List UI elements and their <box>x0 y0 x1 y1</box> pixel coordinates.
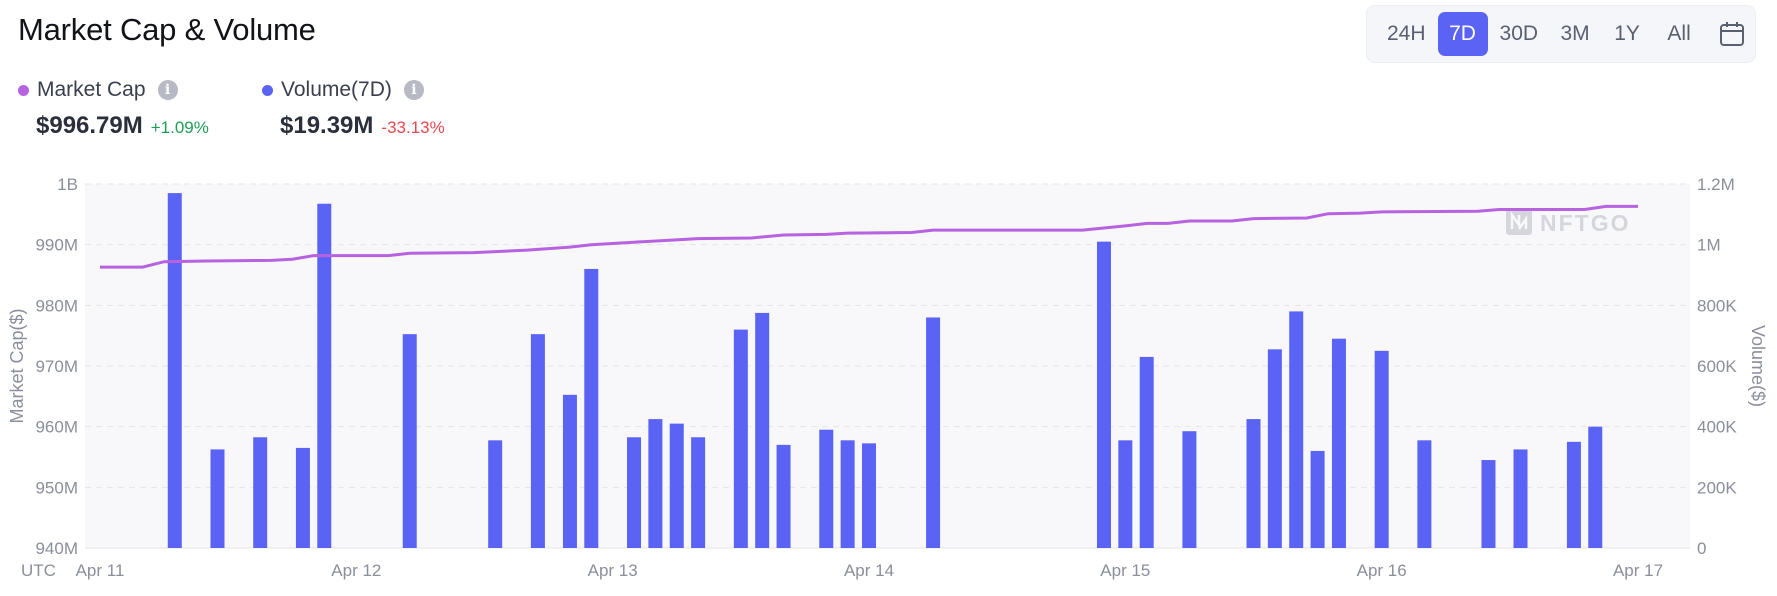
y-right-tick-label: 1M <box>1697 236 1721 255</box>
volume-bar[interactable] <box>840 440 855 548</box>
volume-bar[interactable] <box>1331 338 1346 548</box>
y-left-tick-label: 940M <box>35 539 78 558</box>
y-right-tick-label: 600K <box>1697 357 1737 376</box>
volume-value: $19.39M <box>280 112 374 139</box>
volume-bar[interactable] <box>210 449 225 548</box>
volume-bar[interactable] <box>1417 440 1432 548</box>
volume-bar[interactable] <box>1096 241 1111 548</box>
volume-bar[interactable] <box>295 447 310 548</box>
volume-bar[interactable] <box>488 440 503 548</box>
x-tick-label: Apr 17 <box>1613 561 1663 580</box>
market-cap-dot <box>18 84 29 96</box>
volume-bar[interactable] <box>1588 426 1603 548</box>
volume-bar[interactable] <box>562 394 577 548</box>
volume-bar[interactable] <box>627 437 642 548</box>
y-right-tick-label: 400K <box>1697 418 1737 437</box>
y-left-tick-label: 980M <box>35 296 78 315</box>
y-axis-right-title: Volume($) <box>1748 325 1768 407</box>
timezone-label: UTC <box>21 561 56 580</box>
volume-bar[interactable] <box>1374 350 1389 548</box>
y-axis-left-title: Market Cap($) <box>7 308 27 423</box>
volume-bar[interactable] <box>1246 419 1261 548</box>
volume-bar[interactable] <box>819 429 834 548</box>
volume-bar[interactable] <box>862 443 876 548</box>
y-right-tick-label: 1.2M <box>1697 175 1735 194</box>
volume-stat: $19.39M -33.13% <box>280 112 445 140</box>
market-cap-stat: $996.79M +1.09% <box>36 112 209 140</box>
x-tick-label: Apr 11 <box>76 561 125 580</box>
volume-bar[interactable] <box>1481 460 1496 548</box>
y-right-tick-label: 800K <box>1697 296 1737 315</box>
volume-bar[interactable] <box>648 419 663 548</box>
range-24h-button[interactable]: 24H <box>1387 22 1426 45</box>
y-left-tick-label: 960M <box>35 418 78 437</box>
info-icon[interactable]: i <box>403 80 424 100</box>
legend-market-cap-label: Market Cap <box>37 78 146 101</box>
range-all-button[interactable]: All <box>1667 22 1691 45</box>
volume-bar[interactable] <box>1289 311 1304 548</box>
volume-bar[interactable] <box>1182 431 1197 548</box>
page-title: Market Cap & Volume <box>18 12 316 47</box>
y-left-tick-label: 970M <box>35 357 78 376</box>
volume-bar[interactable] <box>1139 356 1154 548</box>
x-tick-label: Apr 12 <box>331 561 381 580</box>
y-left-tick-label: 950M <box>35 478 78 497</box>
y-right-tick-label: 200K <box>1697 478 1737 497</box>
calendar-icon[interactable] <box>1710 12 1754 56</box>
y-left-tick-label: 1B <box>57 175 78 194</box>
range-1y-button[interactable]: 1Y <box>1614 22 1640 45</box>
volume-bar[interactable] <box>926 317 941 548</box>
x-tick-label: Apr 16 <box>1357 561 1407 580</box>
volume-bar[interactable] <box>1566 441 1581 548</box>
market-cap-value: $996.79M <box>36 112 143 139</box>
legend-volume[interactable]: Volume(7D) i <box>262 78 424 102</box>
volume-change: -33.13% <box>381 118 445 137</box>
time-range-selector: 24H 7D 30D 3M 1Y All <box>1366 5 1756 63</box>
market-cap-line <box>100 204 1638 269</box>
market-cap-change: +1.09% <box>150 118 209 137</box>
volume-bar[interactable] <box>253 437 268 548</box>
volume-bar[interactable] <box>776 444 791 548</box>
volume-bar[interactable] <box>1513 449 1528 548</box>
info-icon[interactable]: i <box>157 80 178 100</box>
range-7d-button[interactable]: 7D <box>1437 12 1488 56</box>
volume-dot <box>262 84 273 96</box>
x-tick-label: Apr 14 <box>844 561 894 580</box>
watermark-text: NFTGO <box>1540 210 1631 236</box>
range-30d-button[interactable]: 30D <box>1499 22 1539 45</box>
range-3m-button[interactable]: 3M <box>1560 22 1590 45</box>
nftgo-watermark: NFTGO <box>1506 209 1631 236</box>
x-tick-label: Apr 15 <box>1100 561 1150 580</box>
volume-bar[interactable] <box>584 268 599 548</box>
volume-bar[interactable] <box>317 203 332 548</box>
x-tick-label: Apr 13 <box>588 561 638 580</box>
y-left-tick-label: 990M <box>35 236 78 255</box>
legend-market-cap[interactable]: Market Cap i <box>18 78 178 102</box>
volume-bar[interactable] <box>691 437 706 548</box>
legend-volume-label: Volume(7D) <box>281 78 392 101</box>
volume-bar[interactable] <box>669 423 684 548</box>
volume-bar[interactable] <box>1267 349 1282 548</box>
y-right-tick-label: 0 <box>1697 539 1706 558</box>
volume-bar[interactable] <box>167 193 182 548</box>
volume-bar[interactable] <box>402 334 417 548</box>
volume-bar[interactable] <box>733 329 748 548</box>
volume-bar[interactable] <box>1310 450 1325 548</box>
volume-bar[interactable] <box>1118 440 1133 548</box>
volume-bar[interactable] <box>530 334 545 548</box>
volume-bar[interactable] <box>755 312 770 548</box>
